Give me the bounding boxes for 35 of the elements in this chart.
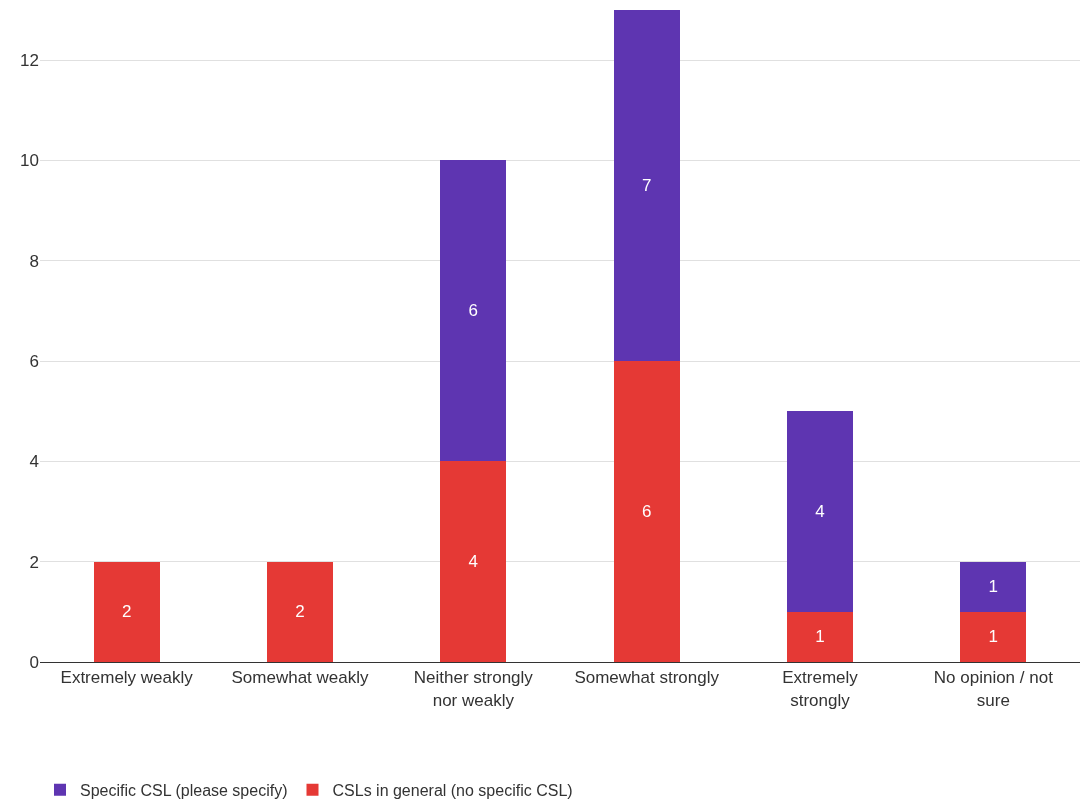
bar <box>787 411 853 612</box>
data-label: 2 <box>295 602 305 622</box>
data-label: 1 <box>988 577 999 597</box>
bar <box>787 611 853 662</box>
data-label: 7 <box>641 176 652 196</box>
y-tick-label: 6 <box>29 352 39 372</box>
legend-label: Specific CSL (please specify) <box>80 781 288 799</box>
y-tick-label: 12 <box>20 51 39 71</box>
y-tick-label: 2 <box>29 552 39 572</box>
bar <box>613 361 680 662</box>
data-label: 4 <box>468 552 479 572</box>
bar <box>440 461 507 662</box>
y-tick-label: 4 <box>29 452 39 472</box>
x-tick-label: No opinion / not sure <box>933 668 1054 710</box>
data-label: 6 <box>641 502 652 522</box>
data-label: 1 <box>988 627 999 647</box>
y-tick-label: 0 <box>29 652 39 672</box>
bar <box>960 611 1027 662</box>
x-tick-label: Neither strongly nor weakly <box>413 668 534 710</box>
data-label: 1 <box>815 627 825 647</box>
bar <box>960 561 1027 612</box>
bar <box>93 561 160 662</box>
y-tick-label: 10 <box>20 151 39 171</box>
x-tick-label: Extremely strongly <box>782 668 859 710</box>
bar <box>440 160 507 462</box>
y-tick-label: 8 <box>29 251 39 271</box>
legend-label: CSLs in general (no specific CSL) <box>332 781 573 799</box>
data-label: 2 <box>121 602 132 622</box>
x-tick-label: Somewhat weakly <box>231 668 369 688</box>
bar <box>267 561 333 662</box>
x-tick-label: Somewhat strongly <box>574 668 720 688</box>
data-label: 4 <box>815 502 825 522</box>
bar <box>613 10 680 362</box>
data-label: 6 <box>468 301 479 321</box>
x-tick-label: Extremely weakly <box>60 668 194 688</box>
